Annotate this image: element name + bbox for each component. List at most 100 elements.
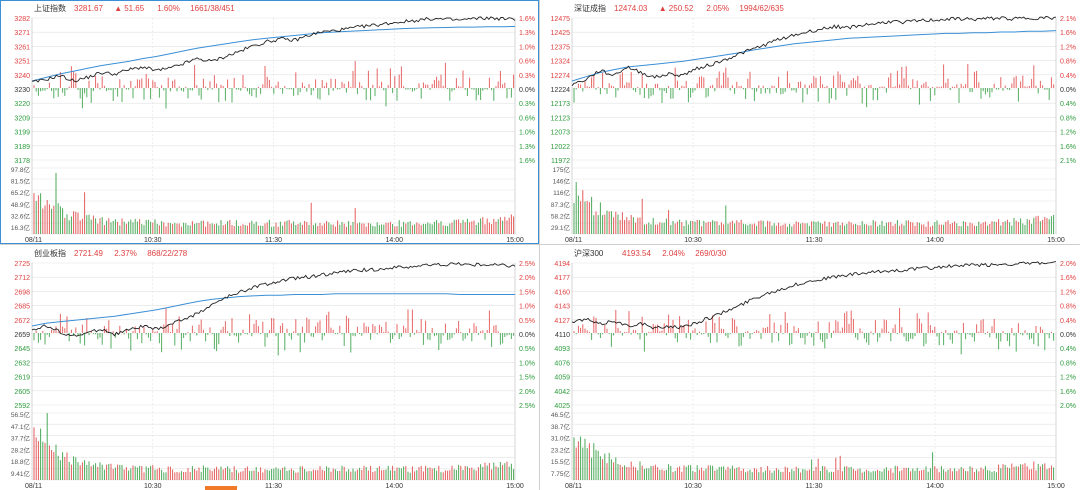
pct-tick-label: 0.5% <box>519 346 535 353</box>
market-breadth: 1661/38/451 <box>190 4 235 13</box>
price-line <box>31 16 516 83</box>
bottom-tab-indicator[interactable] <box>205 486 237 490</box>
pct-tick-label: 0.0% <box>519 332 535 339</box>
price-tick-label: 4093 <box>554 346 570 353</box>
price-grid <box>571 262 1057 481</box>
pct-tick-label: 1.6% <box>1060 275 1076 282</box>
pct-tick-label: 0.4% <box>1060 318 1076 325</box>
flow-bars <box>33 61 515 109</box>
price-tick-label: 4110 <box>555 332 570 339</box>
price-tick-label: 3271 <box>14 30 30 37</box>
volume-tick-label: 16.3亿 <box>11 223 31 232</box>
vertical-divider <box>539 0 540 490</box>
volume-bars <box>33 413 515 480</box>
volume-tick-label: 7.75亿 <box>551 469 571 478</box>
price-tick-label: 12123 <box>551 115 571 122</box>
price-tick-label: 12475 <box>551 16 571 23</box>
price-line <box>571 15 1057 87</box>
time-axis: 08/11 10:30 11:30 14:00 15:00 <box>25 237 524 244</box>
price-tick-label: 12425 <box>551 30 571 37</box>
time-axis: 08/11 10:30 11:30 14:00 15:00 <box>565 237 1065 244</box>
panel-csi300[interactable]: 沪深300 4193.54 2.04% 269/0/30 4194 4177 4160 414… <box>540 245 1080 490</box>
price-tick-label: 3209 <box>14 115 30 122</box>
average-price-line <box>31 293 515 327</box>
pct-tick-label: 1.6% <box>1060 389 1076 396</box>
volume-tick-label: 175亿 <box>553 165 571 174</box>
chinext-index-chart[interactable]: 创业板指 2721.49 2.37% 868/22/278 2725 2712 2698 26… <box>0 245 539 490</box>
index-name: 深证成指 <box>574 3 606 13</box>
time-tick-label: 15:00 <box>506 237 524 244</box>
panel-shanghai-composite[interactable]: 上证指数 3281.67 ▲ 51.65 1.60% 1661/38/451 3282 327… <box>0 0 539 244</box>
up-arrow-icon: ▲ <box>659 4 667 13</box>
right-pct-axis: 1.6% 1.3% 1.0% 0.6% 0.3% 0.0% 0.3% 0.6% 1.0% 1.3%… <box>519 16 535 165</box>
index-name: 创业板指 <box>34 248 66 258</box>
price-tick-label: 2672 <box>14 318 30 325</box>
volume-tick-label: 32.6亿 <box>11 211 31 220</box>
price-tick-label: 4194 <box>554 261 570 268</box>
time-tick-label: 11:30 <box>806 483 823 490</box>
price-tick-label: 2592 <box>14 403 30 410</box>
pct-tick-label: 0.4% <box>1060 346 1076 353</box>
left-price-axis: 2725 2712 2698 2685 2672 2659 2645 2632 2619 2605… <box>14 261 30 410</box>
pct-tick-label: 0.6% <box>519 59 535 66</box>
price-tick-label: 12224 <box>551 87 571 94</box>
volume-bars <box>573 182 1055 234</box>
volume-tick-label: 81.5亿 <box>11 177 31 186</box>
time-tick-label: 15:00 <box>1047 483 1065 490</box>
time-tick-label: 15:00 <box>506 483 524 490</box>
average-price-line <box>31 25 516 82</box>
shanghai-index-chart[interactable]: 上证指数 3281.67 ▲ 51.65 1.60% 1661/38/451 3282 327… <box>0 0 539 244</box>
time-tick-label: 11:30 <box>265 483 282 490</box>
volume-axis: 46.5亿 38.7亿 31.0亿 23.2亿 15.5亿 7.75亿 <box>551 410 571 478</box>
price-tick-label: 12022 <box>551 144 571 151</box>
pct-tick-label: 2.0% <box>1060 261 1076 268</box>
price-tick-label: 4076 <box>554 360 570 367</box>
volume-tick-label: 37.7亿 <box>11 434 31 443</box>
index-pct: 2.37% <box>114 249 137 258</box>
market-breadth: 868/22/278 <box>147 249 188 258</box>
volume-tick-label: 18.8亿 <box>11 457 31 466</box>
price-tick-label: 4042 <box>554 389 570 396</box>
price-tick-label: 2712 <box>14 275 30 282</box>
csi300-index-chart[interactable]: 沪深300 4193.54 2.04% 269/0/30 4194 4177 4160 414… <box>540 245 1080 490</box>
panel-shenzhen-component[interactable]: 深证成指 12474.03 ▲ 250.52 2.05% 1994/62/635 12475… <box>540 0 1080 244</box>
chart-header: 创业板指 2721.49 2.37% 868/22/278 <box>34 248 188 258</box>
volume-tick-label: 9.41亿 <box>11 469 31 478</box>
price-tick-label: 2619 <box>14 375 30 382</box>
index-name: 上证指数 <box>34 3 66 13</box>
index-price: 3281.67 <box>74 4 103 13</box>
pct-tick-label: 0.8% <box>1060 115 1076 122</box>
flow-bars <box>573 63 1055 108</box>
time-tick-label: 14:00 <box>926 237 944 244</box>
pct-tick-label: 1.2% <box>1060 130 1076 137</box>
price-tick-label: 12324 <box>551 59 571 66</box>
price-tick-label: 2659 <box>14 332 30 339</box>
volume-tick-label: 87.3亿 <box>551 200 571 209</box>
price-tick-label: 12173 <box>551 101 571 108</box>
volume-tick-label: 46.5亿 <box>551 410 571 419</box>
chart-header: 沪深300 4193.54 2.04% 269/0/30 <box>574 248 727 258</box>
pct-tick-label: 0.0% <box>519 87 535 94</box>
volume-tick-label: 58.2亿 <box>551 211 571 220</box>
pct-tick-label: 1.0% <box>519 360 535 367</box>
time-tick-label: 08/11 <box>25 237 42 244</box>
volume-tick-label: 15.5亿 <box>551 457 571 466</box>
index-pct: 2.04% <box>662 249 685 258</box>
price-tick-label: 2645 <box>14 346 30 353</box>
panel-chinext[interactable]: 创业板指 2721.49 2.37% 868/22/278 2725 2712 2698 26… <box>0 245 539 490</box>
average-price-line <box>571 30 1057 82</box>
time-tick-label: 14:00 <box>385 483 403 490</box>
index-price: 2721.49 <box>74 249 103 258</box>
price-tick-label: 2632 <box>14 360 30 367</box>
pct-tick-label: 1.3% <box>519 144 535 151</box>
price-line <box>31 261 516 337</box>
price-tick-label: 2605 <box>14 389 30 396</box>
market-breadth: 269/0/30 <box>695 249 727 258</box>
volume-tick-label: 47.1亿 <box>11 422 31 431</box>
price-tick-label: 4160 <box>554 289 570 296</box>
index-change: 250.52 <box>669 4 694 13</box>
time-tick-label: 10:30 <box>144 483 162 490</box>
shenzhen-index-chart[interactable]: 深证成指 12474.03 ▲ 250.52 2.05% 1994/62/635 12475… <box>540 0 1080 244</box>
volume-tick-label: 146亿 <box>553 177 571 186</box>
